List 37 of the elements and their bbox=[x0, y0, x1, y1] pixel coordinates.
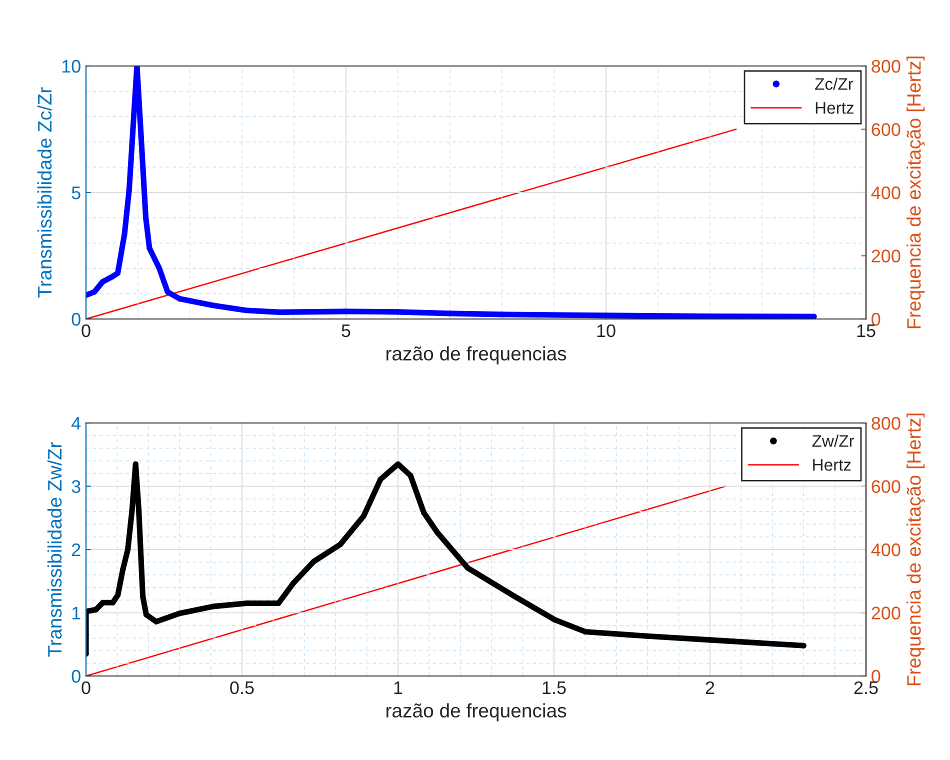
legend-label: Zw/Zr bbox=[812, 434, 854, 447]
y2-tick-label: 0 bbox=[872, 312, 880, 326]
legend-label: Zc/Zr bbox=[815, 78, 854, 90]
y2-axis-title: Frequencia de excitação [Hertz] bbox=[906, 414, 925, 686]
x-tick-label: 1.5 bbox=[542, 682, 566, 694]
y-axis-title: Transmissibilidade Zw/Zr bbox=[47, 442, 62, 657]
x-axis-title: razão de frequencias bbox=[386, 346, 566, 364]
y2-tick-label: 800 bbox=[872, 60, 900, 73]
y2-tick-label: 400 bbox=[871, 186, 900, 200]
y-axis-title: Transmissibilidade Zc/Zr bbox=[37, 87, 52, 298]
legend-label: Hertz bbox=[816, 102, 854, 114]
x-tick-label: 1 bbox=[394, 682, 402, 694]
y2-tick-label: 200 bbox=[872, 606, 900, 620]
x-tick-label: 15 bbox=[857, 324, 876, 338]
y-tick-label: 0 bbox=[72, 312, 80, 326]
y2-tick-label: 600 bbox=[872, 123, 900, 136]
y-tick-label: 2 bbox=[72, 543, 80, 556]
x-tick-label: 10 bbox=[597, 324, 616, 338]
x-tick-label: 0.5 bbox=[230, 681, 254, 694]
x-tick-label: 5 bbox=[342, 324, 350, 338]
y2-tick-label: 200 bbox=[872, 250, 900, 262]
x-tick-label: 2.5 bbox=[854, 681, 878, 694]
x-tick-label: 0 bbox=[82, 324, 90, 338]
y2-tick-label: 600 bbox=[872, 480, 900, 493]
y2-tick-label: 800 bbox=[872, 416, 900, 430]
y2-tick-label: 400 bbox=[871, 543, 900, 556]
legend-label: Hertz bbox=[813, 459, 851, 471]
x-tick-label: 0 bbox=[82, 681, 90, 694]
x-axis-title: razão de frequencias bbox=[386, 703, 566, 722]
x-tick-label: 2 bbox=[706, 681, 714, 694]
y-tick-label: 3 bbox=[72, 480, 80, 493]
y-tick-label: 5 bbox=[72, 186, 80, 200]
y-tick-label: 0 bbox=[72, 670, 80, 683]
y-tick-label: 4 bbox=[72, 417, 81, 430]
y-tick-label: 10 bbox=[62, 60, 80, 73]
y-tick-label: 1 bbox=[72, 606, 80, 620]
y2-axis-title: Frequencia de excitação [Hertz] bbox=[906, 56, 925, 328]
